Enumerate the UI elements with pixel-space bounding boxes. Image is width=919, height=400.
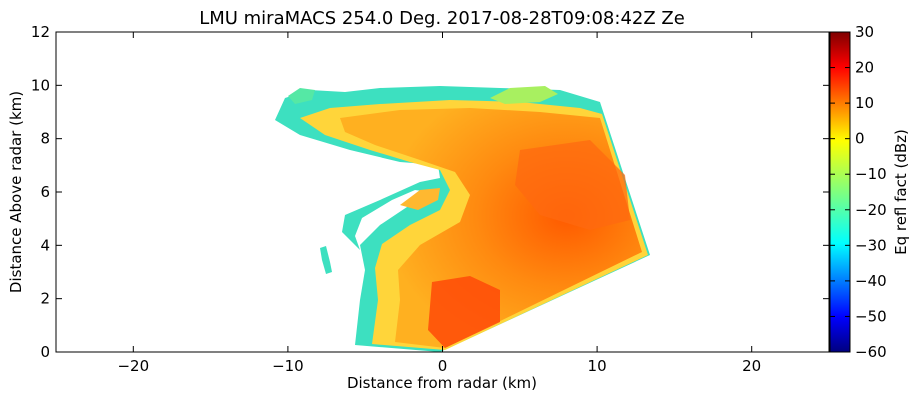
field-echo-mid <box>400 188 440 210</box>
y-axis: 0 2 4 6 8 10 12 <box>31 23 829 361</box>
x-tick-label: −20 <box>117 357 149 375</box>
y-tick-label: 12 <box>31 23 50 41</box>
x-axis-label: Distance from radar (km) <box>347 374 537 392</box>
x-tick-label: 0 <box>438 357 448 375</box>
colorbar-tick-label: −60 <box>855 343 887 361</box>
chart-title: LMU miraMACS 254.0 Deg. 2017-08-28T09:08… <box>199 8 685 29</box>
colorbar-tick-label: −40 <box>855 272 887 290</box>
colorbar-ticks: −60 −50 −40 −30 −20 −10 0 10 20 30 <box>830 23 887 361</box>
field-upper-cell <box>515 140 630 230</box>
colorbar-label: Eq refl fact (dBz) <box>892 129 910 255</box>
x-tick-label: −10 <box>272 357 304 375</box>
field-intense-core <box>428 276 500 348</box>
y-tick-label: 4 <box>40 236 50 254</box>
y-tick-label: 0 <box>40 343 50 361</box>
colorbar <box>829 31 851 353</box>
colorbar-tick-label: −10 <box>855 165 887 183</box>
x-axis: −20 −10 0 10 20 <box>117 32 761 375</box>
x-tick-label: 20 <box>742 357 761 375</box>
colorbar-tick-label: 30 <box>855 23 874 41</box>
colorbar-tick-label: 10 <box>855 94 874 112</box>
colorbar-tick-label: −20 <box>855 201 887 219</box>
field-echo-lower-left <box>320 246 332 274</box>
field-echo-top-right <box>490 86 558 104</box>
x-tick-label: 10 <box>588 357 607 375</box>
y-tick-label: 2 <box>40 290 50 308</box>
colorbar-tick-label: −50 <box>855 307 887 325</box>
field-echo-top-left <box>288 88 315 104</box>
colorbar-tick-label: 20 <box>855 59 874 77</box>
y-tick-label: 10 <box>31 76 50 94</box>
colorbar-tick-label: 0 <box>855 130 865 148</box>
reflectivity-field <box>275 86 650 352</box>
colorbar-tick-label: −30 <box>855 236 887 254</box>
y-axis-label: Distance Above radar (km) <box>7 91 25 293</box>
y-tick-label: 8 <box>40 130 50 148</box>
y-tick-label: 6 <box>40 183 50 201</box>
